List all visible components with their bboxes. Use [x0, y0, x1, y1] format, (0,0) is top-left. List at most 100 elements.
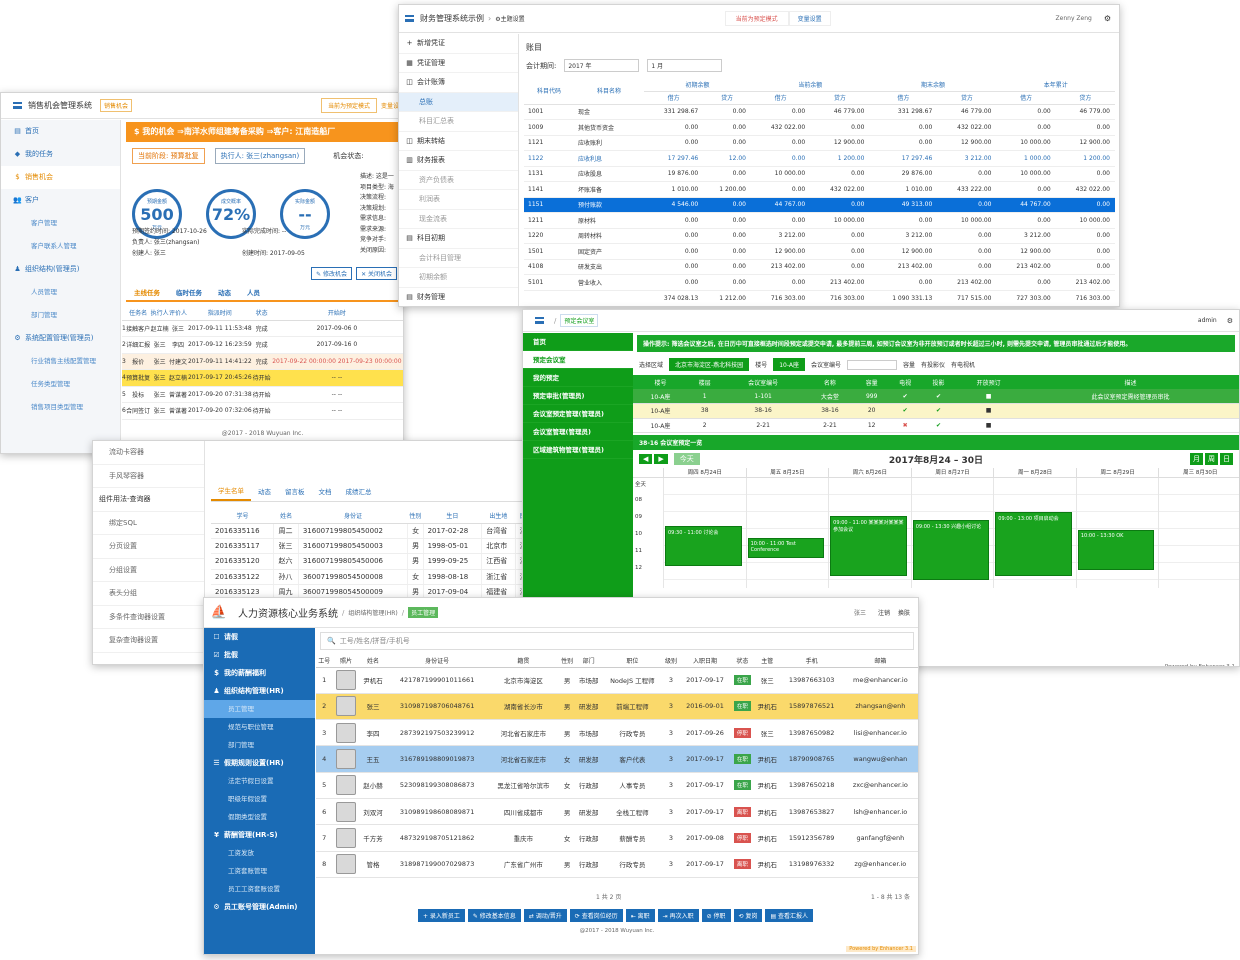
column-header[interactable]: 状态	[730, 654, 754, 668]
column-header[interactable]: 当前余额	[750, 78, 870, 92]
action-button[interactable]: ⇄ 调动/晋升	[523, 908, 567, 922]
table-row[interactable]: 2016335120 赵六 316007199805450006 男 1999-09-2…	[211, 553, 531, 570]
employee-row[interactable]: 4 王五 316789198809019873 河北省石家庄市女研发部 客户代表 3 201…	[316, 745, 918, 773]
action-button[interactable]: + 录入新员工	[417, 908, 465, 922]
sidebar-item[interactable]: ◫ 会计账簿	[399, 73, 518, 93]
column-header[interactable]: 主管	[753, 654, 781, 668]
column-header[interactable]: 本年累计	[996, 78, 1115, 92]
tab[interactable]: 学生名单	[211, 481, 251, 501]
employee-row[interactable]: 5 赵小赫 523098199308086873 黑龙江省哈尔滨市女行政部 人事专员 3 2…	[316, 772, 918, 799]
calendar[interactable]: 周四 8月24日 周五 8月25日 周六 8月26日 周日 8月27日 周一 8月28日…	[633, 468, 1239, 588]
sidebar-item[interactable]: + 新增凭证	[399, 34, 518, 54]
calendar-event[interactable]: 10:00 - 11:00 Test Conference	[747, 538, 825, 558]
skin-link[interactable]: 换肤	[897, 610, 910, 617]
employee-row[interactable]: 2 张三 310987198706048761 湖南省长沙市男研发部 前端工程师 3 201…	[316, 693, 918, 721]
sidebar-item[interactable]: 分组设置	[93, 559, 204, 582]
column-header[interactable]	[122, 306, 126, 321]
month-select[interactable]: 1 月	[647, 59, 723, 72]
sidebar-item[interactable]: $ 销售机会	[1, 166, 120, 189]
column-header[interactable]: 指派时间	[187, 306, 253, 321]
building-select[interactable]: 10-A座	[773, 358, 805, 371]
sidebar-item[interactable]: 资产负债表	[399, 171, 518, 190]
action-button[interactable]: ⇤ 离职	[625, 908, 655, 922]
projector-checkbox[interactable]: 有投影仪	[921, 362, 946, 369]
column-header[interactable]: 初期余额	[644, 78, 751, 92]
action-button[interactable]: ⊘ 停职	[701, 908, 731, 922]
column-header[interactable]: 部门	[575, 654, 602, 668]
column-header[interactable]: 期末余额	[869, 78, 997, 92]
calendar-event[interactable]: 10:00 - 13:30 OK	[1077, 530, 1155, 570]
sidebar-item[interactable]: 表头分组	[93, 582, 204, 606]
column-header[interactable]: 楼号	[633, 375, 688, 389]
sidebar-item[interactable]: 客户管理	[1, 212, 120, 235]
column-header[interactable]: 会议室编号	[721, 375, 805, 389]
edit-opportunity-button[interactable]: ✎ 修改机会	[311, 267, 353, 280]
ledger-row[interactable]: 1009 其他货币资金 0.00 0.00 432 022.00 0.00 0.00 432 …	[524, 119, 1115, 136]
sidebar-item[interactable]: 手风琴容器	[93, 465, 204, 488]
sidebar-item[interactable]: 分页设置	[93, 535, 204, 559]
view-button[interactable]: 周	[1205, 453, 1218, 465]
tv-checkbox[interactable]: 有电视机	[951, 362, 976, 369]
sidebar-item[interactable]: ▤ 首页	[1, 120, 120, 143]
sidebar-item[interactable]: 利润表	[399, 190, 518, 210]
sidebar-item[interactable]: 工资套账管理	[204, 862, 315, 880]
view-button[interactable]: 日	[1220, 453, 1233, 465]
sidebar-item[interactable]: $ 我的薪酬福利	[204, 664, 315, 682]
sidebar-item[interactable]: 组件用法-查询器	[93, 488, 204, 512]
table-row[interactable]: 4 预算批复 张三 赵立楠 2017-09-17 20:45:26 待开始 -- --	[122, 369, 403, 387]
table-row[interactable]: 2016335116 周二 316007199805450002 女 2017-02-2…	[211, 523, 531, 539]
action-button[interactable]: ✎ 修改基本信息	[467, 908, 521, 922]
action-button[interactable]: ⟳ 查看岗位经历	[569, 908, 623, 922]
sidebar-item[interactable]: ♟ 组织结构管理(HR)	[204, 682, 315, 700]
sidebar-item[interactable]: 多条件查询器设置	[93, 606, 204, 629]
sidebar-item[interactable]: ▤ 科目初期	[399, 229, 518, 249]
column-header[interactable]: 任务名	[125, 306, 151, 321]
column-header[interactable]: 职位	[601, 654, 663, 668]
ledger-row[interactable]: 1121 应收账利 0.00 0.00 0.00 12 900.00 0.00 12 900.…	[524, 135, 1115, 151]
menu-icon[interactable]	[13, 102, 22, 109]
sidebar-item[interactable]: 会议室预定管理(管理员)	[523, 405, 633, 423]
action-button[interactable]: ⟲ 复岗	[733, 908, 763, 922]
sidebar-item[interactable]: 复杂查询器设置	[93, 629, 204, 653]
table-row[interactable]: 2016335117 张三 316007199805450003 男 1998-05-0…	[211, 538, 531, 555]
column-header[interactable]: 生日	[423, 508, 482, 524]
mode-badge[interactable]: 当前为预定模式	[320, 98, 377, 113]
sidebar-item[interactable]: 职级年假设置	[204, 790, 315, 808]
sidebar-item[interactable]: 部门管理	[1, 304, 120, 327]
column-header[interactable]: 名称	[804, 375, 855, 389]
sidebar-item[interactable]: ¥ 薪酬管理(HR-S)	[204, 826, 315, 844]
sidebar-item[interactable]: 流动卡容器	[93, 441, 204, 465]
column-header[interactable]: 姓名	[359, 654, 387, 668]
tab[interactable]: 主线任务	[134, 289, 160, 297]
column-header[interactable]: 开始时	[270, 306, 403, 321]
sidebar-item[interactable]: 现金流表	[399, 210, 518, 229]
employee-row[interactable]: 7 千方芳 487329198705121862 重庆市女行政部 薪酬专员 3 2017-0…	[316, 824, 918, 852]
logout-link[interactable]: 注销	[877, 610, 890, 617]
column-header[interactable]: 电视	[888, 375, 922, 389]
mode-badge[interactable]: 当前为预定模式	[724, 11, 789, 26]
table-row[interactable]: 3 报价 张三 付建文 2017-09-11 14:41:22 完成 2017-09-22 …	[122, 353, 403, 370]
room-row[interactable]: 10-A座 38 38-16 38-16 20 ✔ ✔ ■	[633, 403, 1239, 419]
sidebar-item[interactable]: 初期余额	[399, 268, 518, 288]
sidebar-item[interactable]: ▤ 财务管理	[399, 288, 518, 307]
today-button[interactable]: 今天	[673, 453, 700, 465]
employee-row[interactable]: 1 尹机石 421787199901011661 北京市海淀区男市场部 NodeJS 工…	[316, 667, 918, 694]
tab[interactable]: 动态	[258, 488, 271, 496]
sidebar-item[interactable]: 假期类型设置	[204, 808, 315, 826]
pager[interactable]: 1 共 2 页	[596, 893, 622, 901]
table-row[interactable]: 1 接触客户 赵立楠 张三 2017-09-11 11:53:48 完成 2017-09-0…	[122, 320, 403, 337]
sidebar-item[interactable]: 客户联系人管理	[1, 235, 120, 258]
column-header[interactable]: 评价人	[168, 306, 188, 321]
sidebar-item[interactable]: 总账	[399, 92, 518, 112]
column-header[interactable]: 执行人	[150, 306, 169, 321]
tab[interactable]: 成绩汇总	[345, 488, 372, 496]
calendar-event[interactable]: 09:00 - 13:00 项目启动会	[995, 512, 1072, 576]
column-header[interactable]: 照片	[332, 654, 360, 668]
room-row[interactable]: 10-A座 2 2-21 2-21 12 ✖ ✔ ■	[633, 418, 1239, 433]
search-input[interactable]: 工号/姓名/拼音/手机号	[339, 637, 410, 645]
column-header[interactable]: 科目名称	[574, 78, 644, 105]
close-opportunity-button[interactable]: ✕ 关闭机会	[356, 267, 397, 280]
room-row[interactable]: 10-A座 1 1-101 大会堂 999 ✔ ✔ ■ 此会议室预定需经管理员审批	[633, 389, 1239, 404]
sidebar-item[interactable]: 部门管理	[204, 736, 315, 754]
sidebar-item[interactable]: 员工工资套账设置	[204, 880, 315, 898]
